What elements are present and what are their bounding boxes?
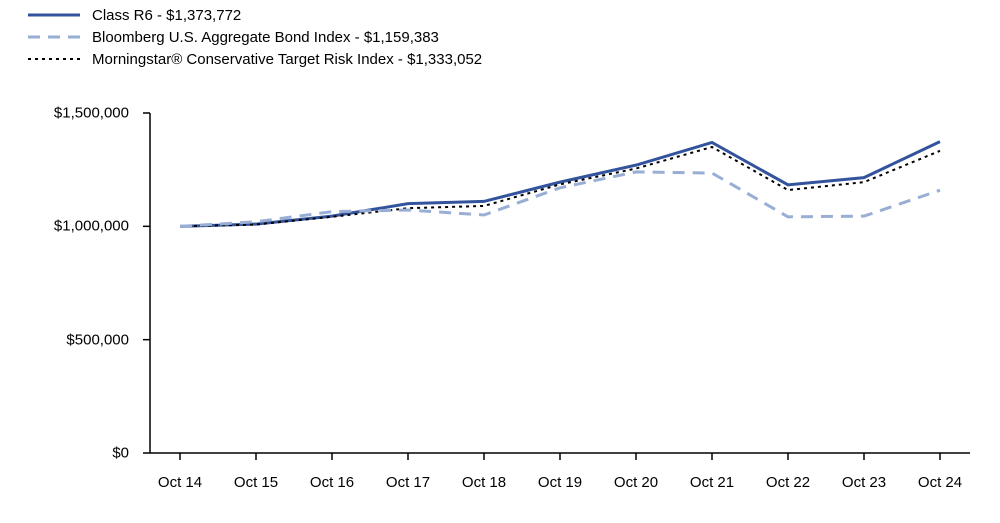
legend-label: Class R6 - $1,373,772 <box>92 7 241 24</box>
legend-label: Bloomberg U.S. Aggregate Bond Index - $1… <box>92 29 439 46</box>
x-tick-label: Oct 21 <box>690 474 734 491</box>
legend-swatch-0 <box>28 4 80 26</box>
x-tick-label: Oct 14 <box>158 474 202 491</box>
y-tick-label: $1,000,000 <box>0 218 129 235</box>
chart-legend: Class R6 - $1,373,772 Bloomberg U.S. Agg… <box>28 4 482 70</box>
legend-item: Morningstar® Conservative Target Risk In… <box>28 48 482 70</box>
x-tick-label: Oct 19 <box>538 474 582 491</box>
y-tick-label: $500,000 <box>0 331 129 348</box>
legend-item: Class R6 - $1,373,772 <box>28 4 482 26</box>
y-tick-label: $0 <box>0 445 129 462</box>
x-tick-label: Oct 15 <box>234 474 278 491</box>
legend-label: Morningstar® Conservative Target Risk In… <box>92 51 482 68</box>
x-tick-label: Oct 16 <box>310 474 354 491</box>
legend-swatch-2 <box>28 48 80 70</box>
x-tick-label: Oct 18 <box>462 474 506 491</box>
growth-line-chart <box>150 113 970 453</box>
x-tick-label: Oct 23 <box>842 474 886 491</box>
legend-item: Bloomberg U.S. Aggregate Bond Index - $1… <box>28 26 482 48</box>
series-line <box>180 142 940 227</box>
x-tick-label: Oct 20 <box>614 474 658 491</box>
x-tick-label: Oct 24 <box>918 474 962 491</box>
legend-swatch-1 <box>28 26 80 48</box>
y-tick-label: $1,500,000 <box>0 105 129 122</box>
x-tick-label: Oct 17 <box>386 474 430 491</box>
x-tick-label: Oct 22 <box>766 474 810 491</box>
